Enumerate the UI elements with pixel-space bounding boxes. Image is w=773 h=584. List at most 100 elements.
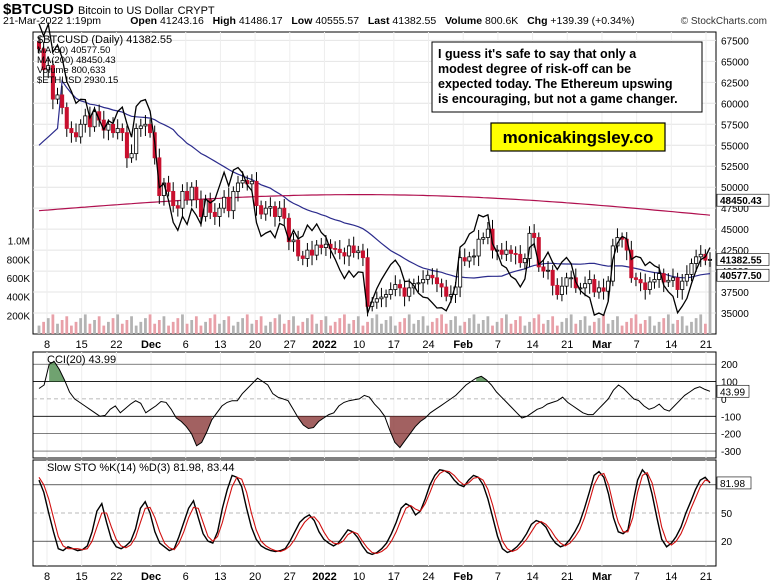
volume-bar <box>292 316 295 334</box>
volume-bar <box>268 321 272 334</box>
candle-body <box>425 274 430 280</box>
candle-body <box>194 186 199 201</box>
volume-bar <box>435 318 439 334</box>
candle-body <box>166 182 171 192</box>
volume-bar <box>384 320 388 334</box>
volume-bar <box>444 323 448 334</box>
volume-bar <box>231 325 235 334</box>
candle-body <box>402 287 407 297</box>
website-label: monicakingsley.co <box>503 128 654 147</box>
price-tick-label: 52500 <box>721 162 749 173</box>
candle-body <box>60 94 65 108</box>
candle-body <box>550 269 555 286</box>
price-tick-label: 57500 <box>721 120 749 131</box>
candle-body <box>587 279 592 285</box>
x-tick-label: Dec <box>141 339 161 351</box>
volume-bar <box>42 321 46 334</box>
candle-body <box>305 249 310 259</box>
volume-tick-label: 200K <box>7 311 31 322</box>
volume-bar <box>171 321 175 334</box>
cci-oversold-fill <box>176 416 212 446</box>
cci-overbought-fill <box>49 361 65 382</box>
candle-body <box>689 263 694 275</box>
volume-bar <box>454 316 457 334</box>
chg-label: Chg <box>527 15 548 27</box>
candle-body <box>546 269 551 272</box>
candle-body <box>277 207 282 217</box>
x-tick-label: 13 <box>214 571 226 583</box>
volume-bar <box>597 318 601 334</box>
candle-body <box>698 253 703 258</box>
volume-bar <box>426 325 430 334</box>
volume-bar <box>477 323 481 334</box>
price-tick-label: 47500 <box>721 204 749 215</box>
volume-bar <box>523 325 527 334</box>
candle-body <box>143 123 148 127</box>
candle-body <box>499 249 504 255</box>
volume-bar <box>366 321 369 334</box>
candle-body <box>379 296 384 300</box>
volume-bar <box>213 314 217 334</box>
volume-bar <box>629 318 633 334</box>
candle-body <box>198 199 203 217</box>
volume-bar <box>227 316 231 334</box>
volume-bar <box>167 325 170 334</box>
volume-bar <box>398 321 402 334</box>
high-label: High <box>212 15 236 27</box>
volume-bar <box>625 321 629 334</box>
volume-bar <box>579 320 582 334</box>
candle-body <box>384 294 389 298</box>
high-value: 41486.17 <box>238 15 283 27</box>
cci-tick-label: 0 <box>721 395 727 406</box>
volume-tick-label: 1.0M <box>8 237 30 248</box>
volume-bar <box>204 321 207 334</box>
candle-body <box>115 128 120 134</box>
volume-bar <box>634 314 638 334</box>
main-panel-title: $BTCUSD (Daily) 41382.55 <box>37 34 172 46</box>
sto-tick-label: 50 <box>721 509 733 520</box>
candle-body <box>124 132 129 159</box>
volume-bar <box>653 325 656 334</box>
volume-bar <box>139 321 143 334</box>
x-tick-label: 27 <box>284 571 296 583</box>
candle-body <box>106 123 111 131</box>
x-tick-label: 6 <box>183 571 189 583</box>
candle-body <box>92 111 97 128</box>
candle-body <box>36 41 42 50</box>
candle-body <box>666 279 671 283</box>
candle-body <box>670 277 675 281</box>
volume-bar <box>528 321 531 334</box>
candle-body <box>471 255 477 258</box>
volume-bar <box>102 325 106 334</box>
x-tick-label: Mar <box>592 339 612 351</box>
volume-bar <box>361 325 365 334</box>
volume-bar <box>588 325 592 334</box>
candle-body <box>444 286 449 297</box>
volume-bar <box>440 314 443 334</box>
candle-body <box>407 287 412 297</box>
volume-bar <box>338 318 342 334</box>
volume-bar <box>74 321 78 334</box>
chg-value: +139.39 (+0.34%) <box>550 15 635 27</box>
candle-body <box>522 258 527 264</box>
x-tick-label: 6 <box>183 339 189 351</box>
volume-bar <box>611 320 615 334</box>
x-tick-label: 20 <box>249 339 261 351</box>
open-value: 41243.16 <box>160 15 204 27</box>
annotation-box <box>431 41 703 113</box>
candle-body <box>175 205 180 209</box>
volume-bar <box>46 318 50 334</box>
stockcharts-watermark: © StockCharts.com <box>680 16 767 27</box>
volume-bar <box>463 321 467 334</box>
x-tick-label: 15 <box>76 571 88 583</box>
ma50-value-tag-box <box>716 268 770 282</box>
candle-body <box>485 228 490 238</box>
volume-bar <box>518 316 522 334</box>
price-tick-label: 42500 <box>721 246 749 257</box>
candle-body <box>148 123 153 134</box>
candle-body <box>189 186 194 201</box>
candle-body <box>222 196 227 209</box>
candle-body <box>310 249 315 256</box>
volume-bar <box>315 323 319 334</box>
x-tick-label: 13 <box>214 339 226 351</box>
